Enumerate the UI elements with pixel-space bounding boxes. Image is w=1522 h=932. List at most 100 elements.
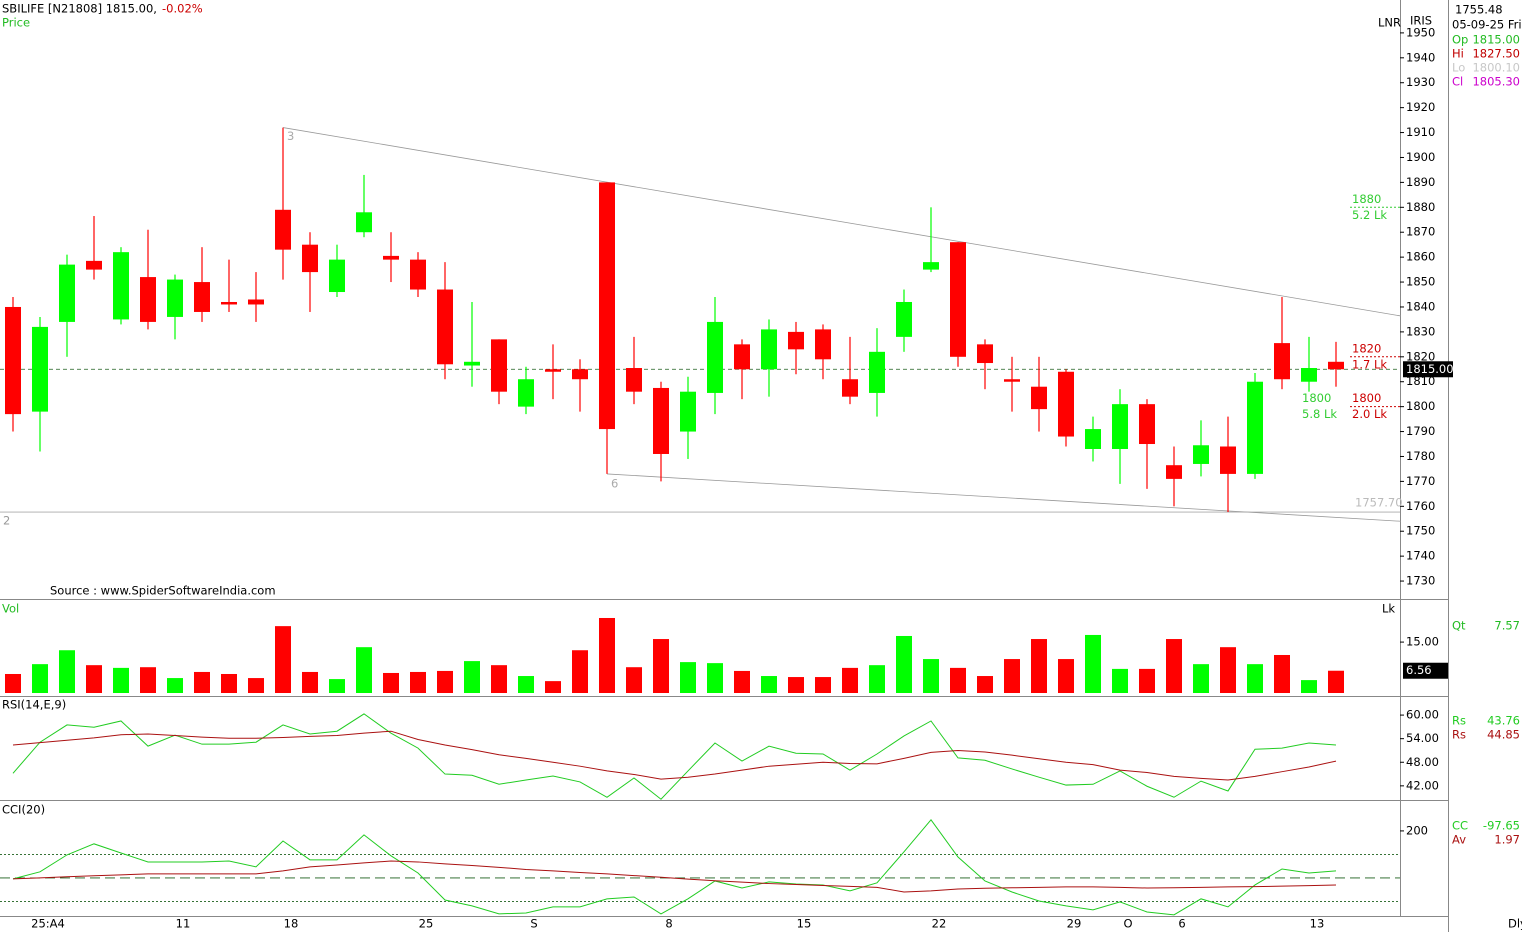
y-tick-label: 42.00 — [1406, 778, 1439, 792]
volume-bar — [1031, 639, 1047, 693]
volume-bar — [32, 664, 48, 693]
panel-label: Vol — [2, 602, 19, 616]
candle-body — [1085, 429, 1101, 449]
volume-bar — [599, 617, 615, 693]
y-tick-label: 1810 — [1406, 374, 1435, 388]
source: Source : www.SpiderSoftwareIndia.com — [50, 584, 276, 598]
y-tick-label: 1780 — [1406, 449, 1435, 463]
candle-body — [275, 209, 291, 250]
level-qty: 5.8 Lk — [1302, 407, 1337, 421]
candle-body — [464, 361, 480, 366]
candle-body — [788, 331, 804, 350]
y-tick-label: 1760 — [1406, 499, 1435, 513]
volume-bar — [869, 665, 885, 693]
level-price: 1800 — [1302, 391, 1331, 405]
unit-label: Lk — [1382, 602, 1395, 616]
indicator-line — [12, 730, 1337, 781]
readout-value: 1827.50 — [1472, 47, 1520, 61]
candle-body — [356, 212, 372, 233]
readout-value: 7.57 — [1494, 619, 1520, 633]
y-tick-label: 1820 — [1406, 349, 1435, 363]
candle-body — [248, 299, 264, 305]
x-tick-label: S — [530, 917, 537, 931]
legend-name: Rs — [1452, 728, 1466, 742]
volume-bar — [140, 667, 156, 693]
x-tick-label: O — [1123, 917, 1132, 931]
change: -0.02% — [162, 2, 203, 16]
volume-bar — [410, 671, 426, 693]
volume-bar — [1004, 659, 1020, 693]
readout-key: Qt — [1452, 619, 1466, 633]
volume-bar — [653, 639, 669, 693]
level-price: 1820 — [1352, 341, 1381, 355]
y-tick-label: 1940 — [1406, 50, 1435, 64]
candle-body — [1112, 404, 1128, 449]
info-date: 05-09-25 Fri — [1452, 18, 1522, 32]
y-tick-label: 54.00 — [1406, 731, 1439, 745]
legend-name: Rs — [1452, 714, 1466, 728]
x-end-label: Dly — [1508, 917, 1522, 931]
candle-body — [1139, 404, 1155, 445]
volume-marker-label: 6.56 — [1406, 663, 1432, 677]
last-price-box — [1403, 361, 1453, 378]
volume-bar — [842, 667, 858, 693]
support-tag: 2 — [3, 514, 10, 528]
y-tick-label: 1950 — [1406, 25, 1435, 39]
candle-body — [1301, 368, 1317, 382]
y-tick-label: 1910 — [1406, 125, 1435, 139]
readout-key: Cl — [1452, 75, 1463, 89]
candle-body — [1166, 465, 1182, 479]
y-tick-label: 1800 — [1406, 399, 1435, 413]
volume-bar — [221, 673, 237, 693]
candle-body — [491, 339, 507, 392]
candle-body — [653, 387, 669, 454]
volume-bar — [302, 671, 318, 693]
indicator-line — [12, 819, 1337, 916]
indicator-line — [12, 713, 1337, 800]
candle-body — [707, 321, 723, 393]
candle-body — [923, 262, 939, 270]
y-tick-label: 60.00 — [1406, 708, 1439, 722]
indicator-line — [12, 860, 1337, 893]
legend-readout: 43.76 — [1487, 714, 1520, 728]
candle-body — [1247, 381, 1263, 474]
volume-bar — [491, 665, 507, 693]
candle-body — [302, 244, 318, 273]
volume-bar — [977, 676, 993, 693]
candle-body — [545, 369, 561, 372]
candle-body — [194, 282, 210, 312]
candle-body — [32, 326, 48, 412]
y-tick-label: 1880 — [1406, 200, 1435, 214]
y-tick-label: 200 — [1406, 823, 1428, 837]
candle-body — [167, 279, 183, 317]
volume-bar — [59, 650, 75, 693]
y-tick-label: 1730 — [1406, 574, 1435, 588]
y-tick-label: 1920 — [1406, 100, 1435, 114]
candle-body — [1031, 386, 1047, 410]
x-tick-label: 18 — [284, 917, 299, 931]
y-tick-label: 1930 — [1406, 75, 1435, 89]
x-tick-label: 11 — [176, 917, 191, 931]
x-tick-label: 25 — [419, 917, 434, 931]
candle-body — [59, 264, 75, 322]
volume-bar — [167, 678, 183, 693]
trendline — [282, 127, 1401, 317]
volume-bar — [356, 647, 372, 693]
volume-bar — [329, 679, 345, 693]
volume-bar — [1247, 664, 1263, 693]
candle-body — [86, 260, 102, 270]
volume-bar — [86, 665, 102, 693]
legend-readout: -97.65 — [1483, 819, 1520, 833]
x-tick-label: 6 — [1178, 917, 1185, 931]
candle-body — [950, 242, 966, 357]
volume-bar — [5, 673, 21, 693]
candle-body — [437, 289, 453, 365]
readout-key: Hi — [1452, 47, 1464, 61]
y-tick-label: 1790 — [1406, 424, 1435, 438]
volume-marker-box — [1403, 662, 1448, 679]
readout-value: 1805.30 — [1472, 75, 1520, 89]
chart-title: SBILIFE [N21808] 1815.00, — [2, 2, 157, 16]
x-tick-label: 29 — [1067, 917, 1082, 931]
support-label: 1757.70 — [1355, 496, 1403, 510]
candle-body — [383, 255, 399, 260]
